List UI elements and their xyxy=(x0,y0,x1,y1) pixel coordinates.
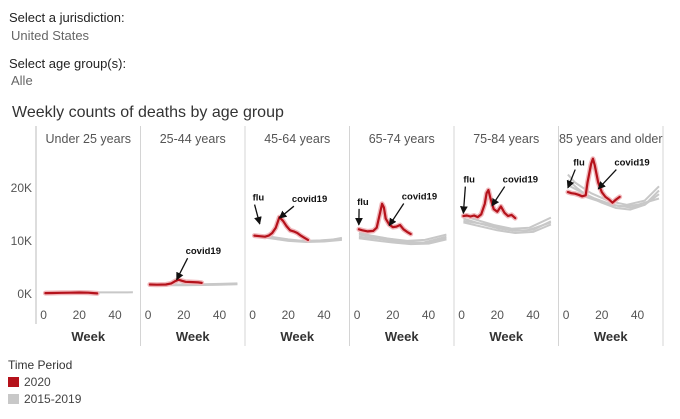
panel-title: Under 25 years xyxy=(46,132,131,146)
annotation-arrow xyxy=(491,186,506,207)
chart-title: Weekly counts of deaths by age group xyxy=(12,104,284,121)
x-tick-label: 0 xyxy=(354,308,361,322)
baseline-line xyxy=(463,215,552,230)
series-2020-line xyxy=(253,216,310,241)
y-tick-label: 20K xyxy=(11,181,32,195)
panel-title: 75-84 years xyxy=(473,132,539,146)
panel-title: 25-44 years xyxy=(160,132,226,146)
x-tick-label: 20 xyxy=(177,308,191,322)
x-tick-label: 40 xyxy=(317,308,331,322)
series-2020-line xyxy=(44,291,99,295)
baseline-line xyxy=(463,219,552,232)
legend-swatch-2020 xyxy=(8,377,19,387)
x-tick-label: 0 xyxy=(145,308,152,322)
x-tick-label: 20 xyxy=(73,308,87,322)
annotation-arrow xyxy=(278,205,295,219)
baseline-line xyxy=(358,232,447,242)
jurisdiction-select[interactable]: United States xyxy=(11,28,90,43)
baseline-line xyxy=(358,237,447,246)
annotation-label: covid19 xyxy=(292,194,327,205)
x-tick-label: 20 xyxy=(491,308,505,322)
x-axis-label: Week xyxy=(385,329,419,344)
age-group-select[interactable]: Alle xyxy=(11,73,33,88)
annotation-label: flu xyxy=(357,197,369,208)
annotation-arrow xyxy=(566,169,576,189)
annotation-label: covid19 xyxy=(402,192,437,203)
x-tick-label: 20 xyxy=(386,308,400,322)
x-axis-label: Week xyxy=(176,329,210,344)
annotation-label: covid19 xyxy=(186,246,221,257)
x-axis-label: Week xyxy=(594,329,628,344)
legend-item-2020[interactable]: 2020 xyxy=(8,375,51,389)
x-tick-label: 40 xyxy=(526,308,540,322)
baseline-line xyxy=(358,235,447,245)
annotation-label: flu xyxy=(253,193,265,204)
annotation-label: covid19 xyxy=(614,158,649,169)
x-tick-label: 0 xyxy=(458,308,465,322)
annotation-label: flu xyxy=(463,175,475,186)
x-tick-label: 20 xyxy=(282,308,296,322)
x-axis-label: Week xyxy=(489,329,523,344)
legend-label-2020: 2020 xyxy=(24,375,51,389)
series-2020-line xyxy=(566,157,621,204)
annotation-label: flu xyxy=(573,158,585,169)
y-tick-label: 0K xyxy=(17,287,32,301)
x-axis-label: Week xyxy=(71,329,105,344)
annotation-arrow xyxy=(176,257,189,281)
x-tick-label: 40 xyxy=(631,308,645,322)
x-tick-label: 0 xyxy=(563,308,570,322)
legend-title: Time Period xyxy=(8,358,73,372)
y-tick-label: 10K xyxy=(11,234,32,248)
annotation-arrow xyxy=(388,203,405,227)
legend-item-2015-2019[interactable]: 2015-2019 xyxy=(8,392,81,406)
x-tick-label: 0 xyxy=(249,308,256,322)
panel-title: 45-64 years xyxy=(264,132,330,146)
age-group-label: Select age group(s): xyxy=(9,56,127,71)
annotation-label: covid19 xyxy=(503,175,538,186)
legend-label-2015-2019: 2015-2019 xyxy=(24,392,82,406)
x-tick-label: 0 xyxy=(40,308,47,322)
baseline-line xyxy=(463,221,552,234)
panel-title: 85 years and older xyxy=(559,132,663,146)
x-tick-label: 20 xyxy=(595,308,609,322)
series-2020-line xyxy=(357,202,412,236)
annotation-arrow xyxy=(253,204,262,225)
annotation-arrow xyxy=(459,186,468,215)
panel-title: 65-74 years xyxy=(369,132,435,146)
x-tick-label: 40 xyxy=(213,308,227,322)
x-tick-label: 40 xyxy=(422,308,436,322)
series-2020-line xyxy=(462,188,517,220)
x-tick-label: 40 xyxy=(108,308,122,322)
jurisdiction-label: Select a jurisdiction: xyxy=(9,10,125,25)
annotation-arrow xyxy=(597,169,617,190)
legend-swatch-2015-2019 xyxy=(8,394,19,404)
x-axis-label: Week xyxy=(280,329,314,344)
